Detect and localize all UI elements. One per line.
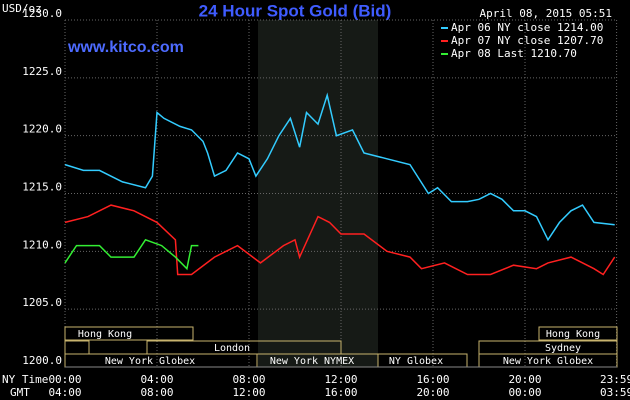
session-box [64, 326, 194, 341]
x2-tick-label: 16:00 [324, 386, 357, 399]
session-box [538, 326, 618, 341]
x2-tick-label: 00:00 [508, 386, 541, 399]
x-tick-label: 04:00 [140, 373, 173, 386]
session-label: London [214, 343, 250, 354]
price-line [64, 238, 199, 271]
y-tick-label: 1200.0 [22, 354, 62, 367]
price-line [64, 92, 615, 242]
session-label: New York Globex [105, 356, 195, 367]
session-label: Hong Kong [546, 329, 600, 340]
session-label: NY Globex [389, 356, 443, 367]
x-tick-label: 16:00 [416, 373, 449, 386]
y-tick-label: 1220.0 [22, 123, 62, 136]
x2-tick-label: 12:00 [232, 386, 265, 399]
y-tick-label: 1205.0 [22, 296, 62, 309]
x-tick-label: 20:00 [508, 373, 541, 386]
chart-title: 24 Hour Spot Gold (Bid) [199, 1, 392, 20]
x2-tick-label: 08:00 [140, 386, 173, 399]
legend-label: Apr 08 Last 1210.70 [451, 47, 577, 60]
price-line [64, 204, 616, 276]
legend-label: Apr 06 NY close 1214.00 [451, 21, 603, 34]
watermark: www.kitco.com [67, 39, 184, 56]
x-tick-label: 12:00 [324, 373, 357, 386]
y-label: USD/oz [2, 2, 42, 15]
session-label: New York Globex [503, 356, 593, 367]
timestamp: April 08, 2015 05:51 [480, 7, 612, 20]
x2-tick-label: 04:00 [48, 386, 81, 399]
x2-label: GMT [10, 386, 30, 399]
y-tick-label: 1225.0 [22, 65, 62, 78]
x-tick-label: 08:00 [232, 373, 265, 386]
x2-tick-label: 20:00 [416, 386, 449, 399]
y-tick-label: 1210.0 [22, 238, 62, 251]
session-label: Sydney [545, 343, 581, 354]
x2-tick-label: 03:59 [600, 386, 630, 399]
session-label: Hong Kong [78, 329, 132, 340]
legend-label: Apr 07 NY close 1207.70 [451, 34, 603, 47]
y-tick-label: 1230.0 [22, 7, 62, 20]
session-box [64, 340, 90, 355]
x-tick-label: 00:00 [48, 373, 81, 386]
x-tick-label: 23:59 [600, 373, 630, 386]
x-label: NY Time [2, 373, 48, 386]
y-tick-label: 1215.0 [22, 181, 62, 194]
session-label: New York NYMEX [270, 356, 354, 367]
